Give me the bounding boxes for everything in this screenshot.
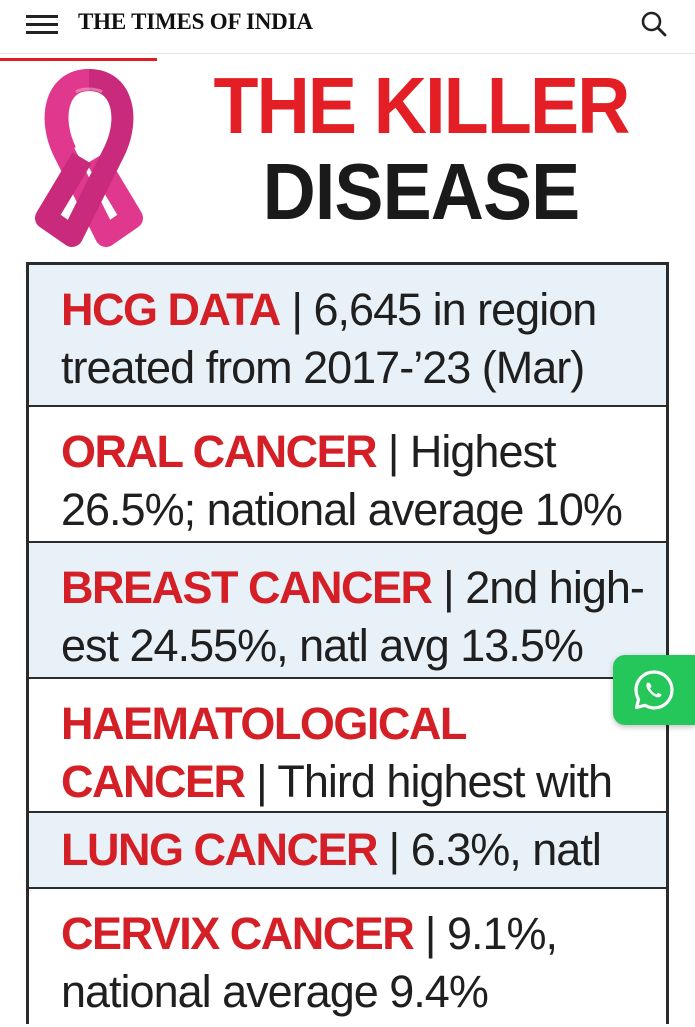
- row-separator: |: [279, 284, 314, 335]
- infographic-image: THE KILLER DISEASE HCG DATA | 6,645 in r…: [26, 62, 669, 1027]
- row-text: 2nd high-est 24.55%, natl avg 13.5%: [61, 562, 645, 671]
- stat-row-cervix-cancer: CERVIX CANCER | 9.1%, national average 9…: [29, 889, 666, 1027]
- row-key: BREAST CANCER: [61, 562, 433, 613]
- row-key: HCG DATA: [61, 284, 281, 335]
- row-key: ORAL CANCER: [61, 426, 378, 477]
- row-separator: |: [377, 824, 411, 875]
- top-navigation-bar: THE TIMES OF INDIA: [0, 0, 695, 54]
- hamburger-menu-icon[interactable]: [26, 13, 58, 35]
- section-indicator-line: [0, 58, 157, 61]
- row-key: HAEMATOLOGICAL CANCER: [61, 698, 467, 807]
- stat-row-haematological-cancer: HAEMATOLOGICAL CANCER | Third highest wi…: [29, 679, 666, 813]
- row-separator: |: [431, 562, 466, 613]
- row-text: 6,645 in region treated from 2017-’23 (M…: [61, 284, 597, 393]
- whatsapp-icon: [634, 670, 674, 710]
- stat-row-oral-cancer: ORAL CANCER | Highest 26.5%; national av…: [29, 407, 666, 543]
- row-text: Third highest with 16.8%: [277, 756, 613, 807]
- whatsapp-share-button[interactable]: [613, 655, 695, 725]
- stat-row-lung-cancer: LUNG CANCER | 6.3%, natl 5.5%: [29, 813, 666, 889]
- row-separator: |: [244, 756, 278, 807]
- row-key: LUNG CANCER: [61, 824, 379, 875]
- headline: THE KILLER DISEASE: [176, 66, 666, 232]
- headline-line-2: DISEASE: [262, 147, 581, 236]
- row-key: CERVIX CANCER: [61, 908, 415, 959]
- row-text: 6.3%, natl 5.5%: [61, 824, 602, 887]
- site-logo[interactable]: THE TIMES OF INDIA: [78, 9, 313, 34]
- headline-line-1: THE KILLER: [213, 61, 630, 150]
- stat-row-hcg-data: HCG DATA | 6,645 in region treated from …: [29, 265, 666, 407]
- statistics-table: HCG DATA | 6,645 in region treated from …: [26, 262, 669, 1027]
- awareness-ribbon-icon: [34, 68, 144, 250]
- row-text: Highest 26.5%; national average 10%: [61, 426, 623, 535]
- row-separator: |: [376, 426, 410, 477]
- row-separator: |: [413, 908, 447, 959]
- search-icon[interactable]: [640, 10, 668, 38]
- stat-row-breast-cancer: BREAST CANCER | 2nd high-est 24.55%, nat…: [29, 543, 666, 679]
- row-text: 9.1%, national average 9.4%: [61, 908, 558, 1017]
